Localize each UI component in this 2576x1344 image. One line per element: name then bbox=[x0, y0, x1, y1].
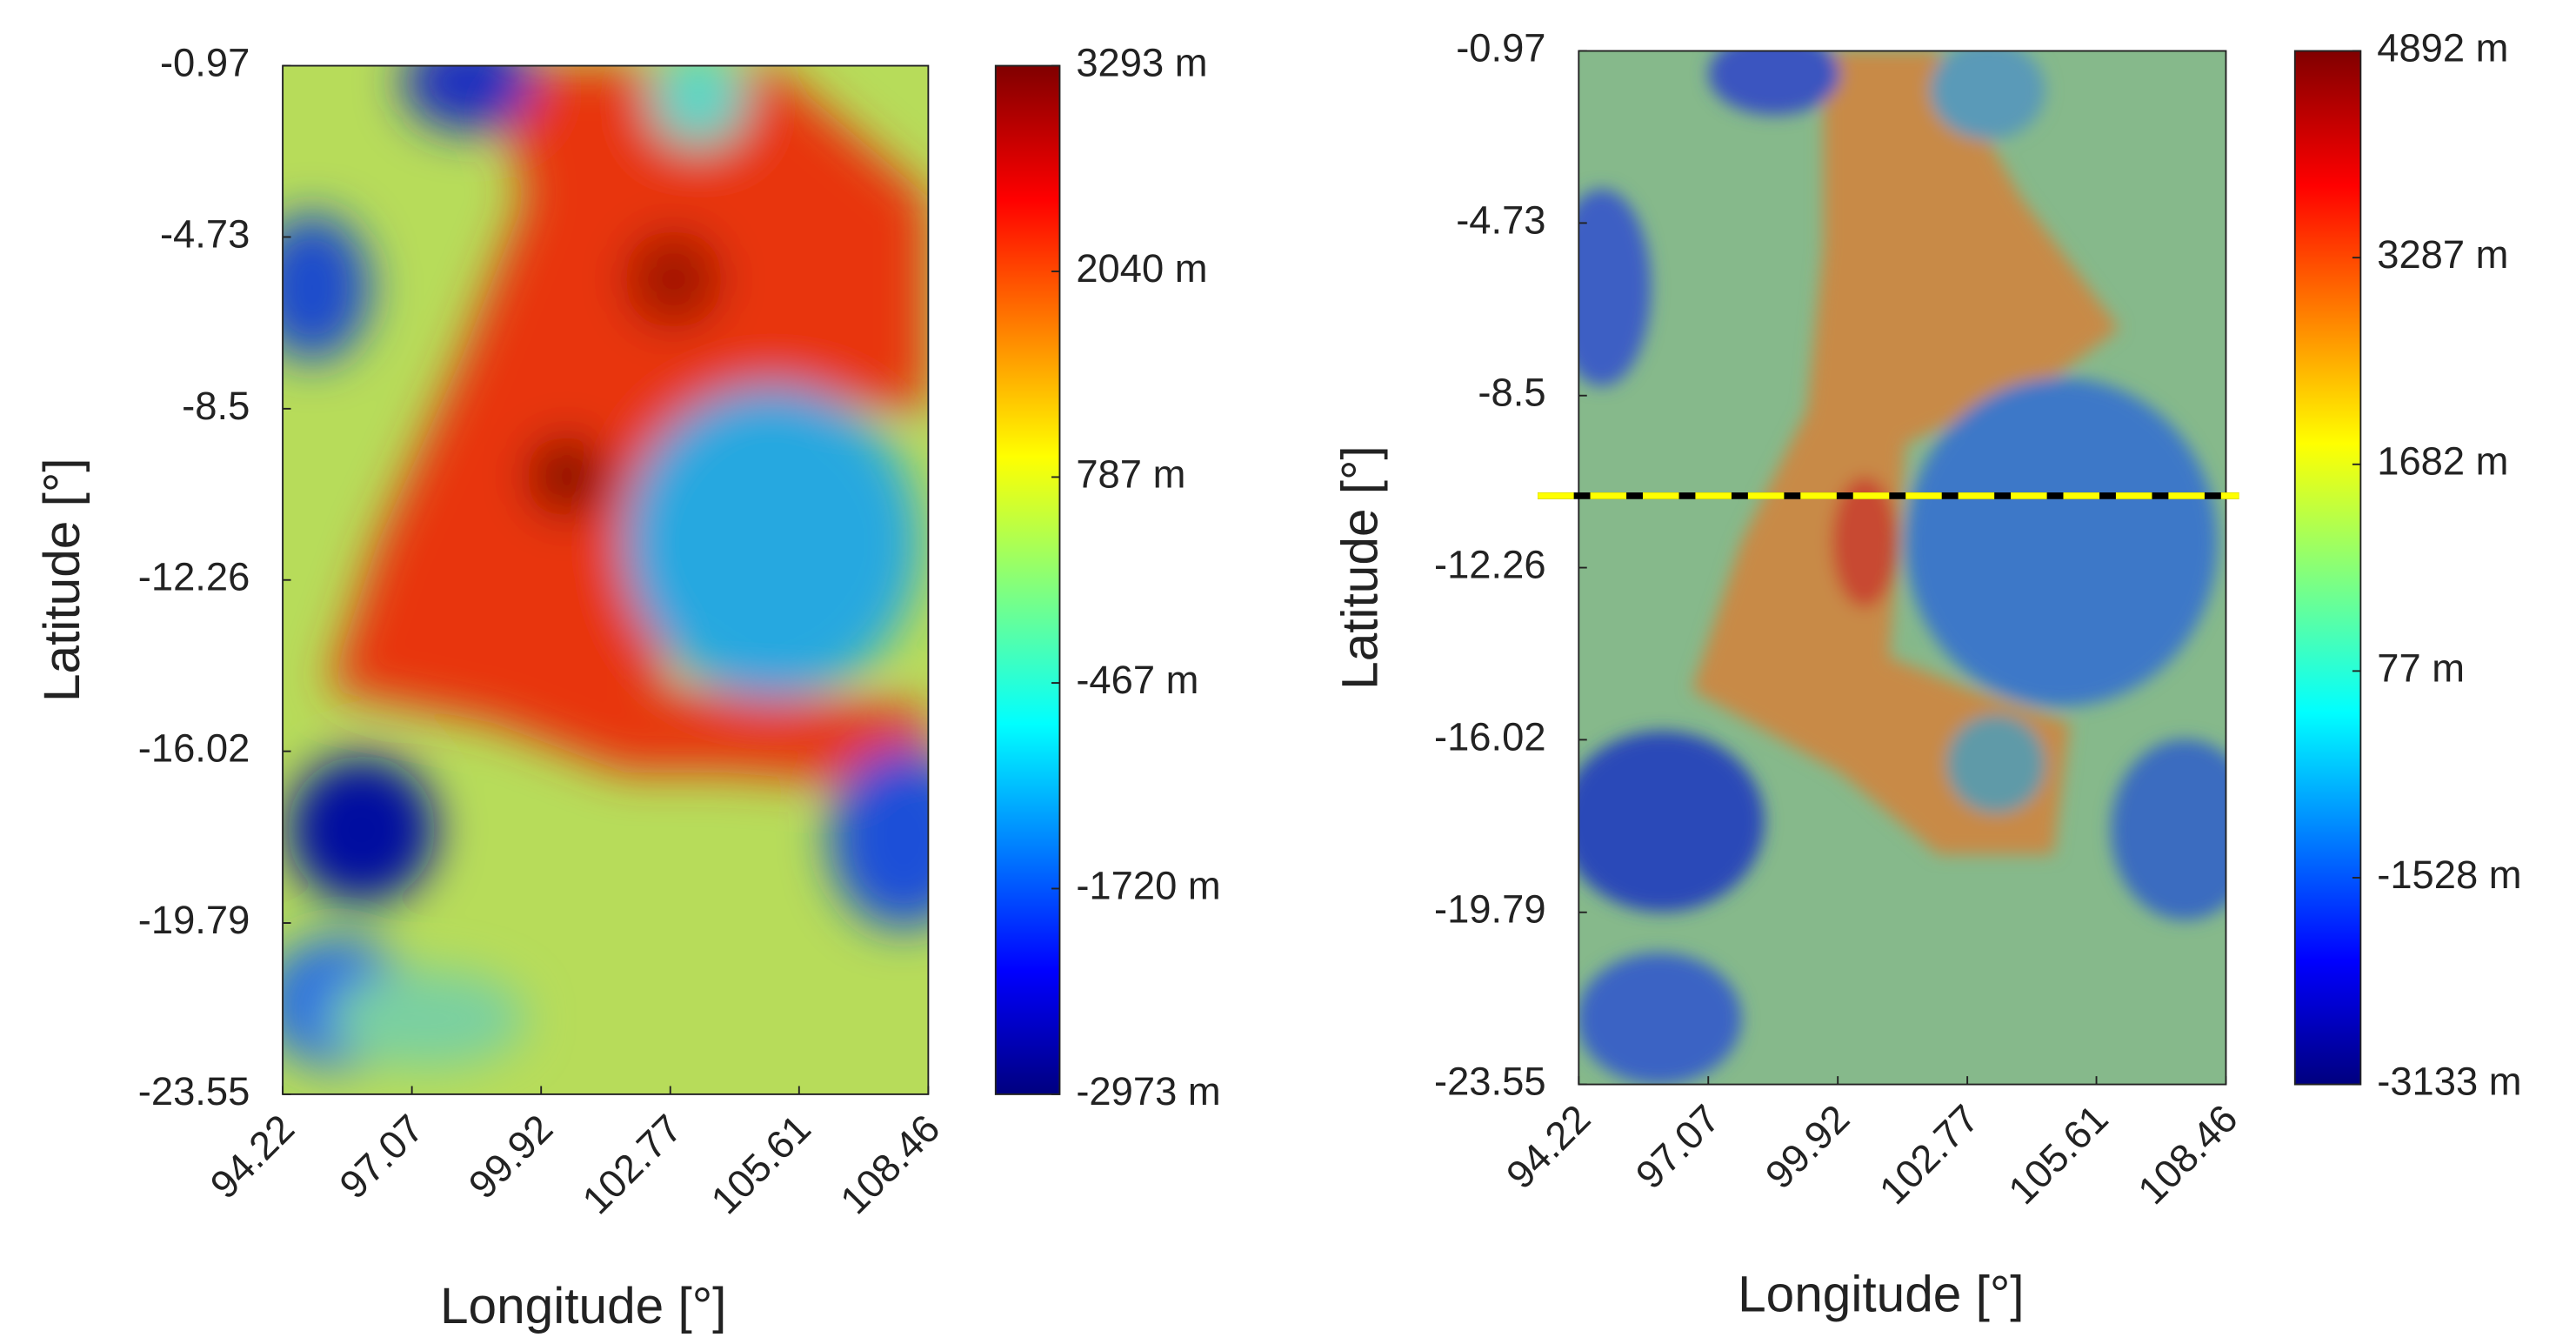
y-tick-label: -12.26 bbox=[1434, 543, 1546, 587]
colorbar bbox=[994, 64, 1061, 1095]
y-tick-label: -4.73 bbox=[1456, 197, 1545, 242]
colorbar-tick-label: 3293 m bbox=[1076, 41, 1207, 85]
y-tick-label: -8.5 bbox=[1478, 371, 1545, 415]
y-tick-label: -0.97 bbox=[1456, 26, 1545, 70]
y-tick-label: -8.5 bbox=[182, 384, 250, 428]
x-tick-label: 108.46 bbox=[2129, 1096, 2246, 1213]
colorbar-tick-label: -467 m bbox=[1076, 658, 1198, 702]
x-tick-label: 105.61 bbox=[2000, 1096, 2117, 1213]
x-tick-label: 97.07 bbox=[330, 1106, 431, 1207]
colorbar-tick-label: -3133 m bbox=[2377, 1060, 2521, 1104]
colorbar-tick-label: -1720 m bbox=[1076, 863, 1220, 907]
x-tick-label: 97.07 bbox=[1627, 1096, 1728, 1197]
colorbar-tick-label: 2040 m bbox=[1076, 246, 1207, 291]
x-tick-label: 102.77 bbox=[1871, 1096, 1987, 1213]
colorbar-tick-label: 1682 m bbox=[2377, 439, 2508, 484]
x-tick-label: 99.92 bbox=[460, 1106, 561, 1207]
x-axis-label: Longitude [°] bbox=[440, 1278, 726, 1334]
y-tick-label: -19.79 bbox=[138, 898, 250, 942]
x-tick-label: 94.22 bbox=[1498, 1096, 1598, 1197]
x-tick-label: 99.92 bbox=[1757, 1096, 1858, 1197]
y-tick-label: -4.73 bbox=[160, 211, 250, 256]
y-tick-label: -0.97 bbox=[160, 41, 250, 85]
y-tick-label: -23.55 bbox=[138, 1069, 250, 1113]
x-tick-label: 105.61 bbox=[703, 1106, 819, 1222]
y-axis-label: Latitude [°] bbox=[34, 458, 90, 702]
y-axis-label: Latitude [°] bbox=[1331, 445, 1388, 690]
y-tick-label: -23.55 bbox=[1434, 1060, 1546, 1104]
terrain-right bbox=[1578, 50, 2226, 1085]
colorbar-tick-label: 4892 m bbox=[2377, 26, 2508, 70]
y-tick-label: -16.02 bbox=[138, 726, 250, 771]
x-tick-label: 102.77 bbox=[574, 1106, 691, 1222]
x-tick-label: 108.46 bbox=[831, 1106, 948, 1222]
terrain-left bbox=[283, 65, 929, 1094]
y-tick-label: -19.79 bbox=[1434, 887, 1546, 932]
colorbar-tick-label: 3287 m bbox=[2377, 232, 2508, 277]
colorbar-tick-label: 787 m bbox=[1076, 451, 1185, 496]
x-tick-label: 94.22 bbox=[202, 1106, 303, 1207]
y-tick-label: -16.02 bbox=[1434, 714, 1546, 759]
colorbar bbox=[2293, 50, 2362, 1086]
x-axis-label: Longitude [°] bbox=[1738, 1267, 2024, 1323]
colorbar-tick-label: 77 m bbox=[2377, 645, 2465, 690]
colorbar-tick-label: -2973 m bbox=[1076, 1069, 1220, 1113]
y-tick-label: -12.26 bbox=[138, 555, 250, 599]
colorbar-tick-label: -1528 m bbox=[2377, 853, 2521, 897]
